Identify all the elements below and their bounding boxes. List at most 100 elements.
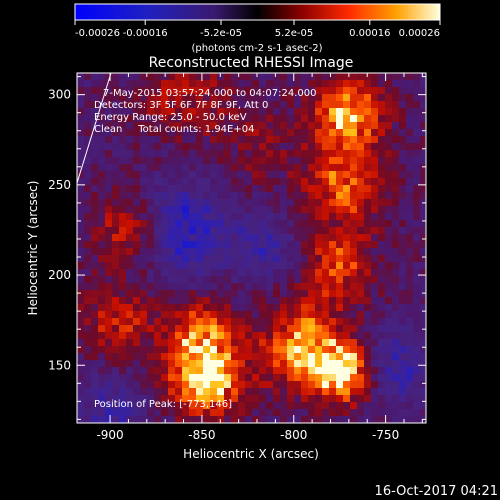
heatmap-cell <box>378 388 386 396</box>
heatmap-cell <box>252 143 260 151</box>
heatmap-cell <box>105 108 113 116</box>
heatmap-cell <box>308 115 316 123</box>
heatmap-cell <box>273 220 281 228</box>
heatmap-cell <box>413 311 421 319</box>
heatmap-cell <box>238 94 246 102</box>
heatmap-cell <box>315 339 323 347</box>
heatmap-cell <box>252 304 260 312</box>
heatmap-cell <box>224 234 232 242</box>
heatmap-cell <box>357 262 365 270</box>
heatmap-cell <box>203 304 211 312</box>
heatmap-cell <box>378 206 386 214</box>
heatmap-cell <box>196 255 204 263</box>
heatmap-cell <box>266 213 274 221</box>
heatmap-cell <box>420 402 426 410</box>
heatmap-cell <box>301 381 309 389</box>
heatmap-cell <box>168 241 176 249</box>
heatmap-cell <box>217 325 225 333</box>
heatmap-cell <box>119 192 127 200</box>
heatmap-cell <box>175 185 183 193</box>
heatmap-cell <box>126 416 134 423</box>
heatmap-cell <box>322 311 330 319</box>
heatmap-cell <box>420 374 426 382</box>
heatmap-cell <box>147 276 155 284</box>
heatmap-cell <box>147 80 155 88</box>
heatmap-cell <box>357 129 365 137</box>
heatmap-cell <box>392 178 400 186</box>
heatmap-cell <box>413 388 421 396</box>
heatmap-cell <box>161 220 169 228</box>
heatmap-cell <box>252 122 260 130</box>
heatmap-cell <box>77 339 85 347</box>
heatmap-cell <box>343 94 351 102</box>
heatmap-cell <box>420 255 426 263</box>
heatmap-cell <box>378 80 386 88</box>
heatmap-cell <box>112 80 120 88</box>
heatmap-cell <box>210 255 218 263</box>
heatmap-cell <box>182 339 190 347</box>
heatmap-cell <box>231 248 239 256</box>
heatmap-cell <box>280 332 288 340</box>
annotation-detectors: Detectors: 3F 5F 6F 7F 8F 9F, Att 0 <box>94 100 268 111</box>
heatmap-cell <box>420 269 426 277</box>
heatmap-cell <box>231 269 239 277</box>
peak-position-label: Position of Peak: [-773,146] <box>94 399 232 410</box>
heatmap-cell <box>364 129 372 137</box>
heatmap-cell <box>273 318 281 326</box>
heatmap-cell <box>210 409 218 417</box>
heatmap-cell <box>399 192 407 200</box>
heatmap-cell <box>196 297 204 305</box>
heatmap-cell <box>112 164 120 172</box>
heatmap-cell <box>119 185 127 193</box>
heatmap-cell <box>126 136 134 144</box>
heatmap-cell <box>98 220 106 228</box>
heatmap-cell <box>406 395 414 403</box>
heatmap-cell <box>168 199 176 207</box>
heatmap-cell <box>245 395 253 403</box>
heatmap-cell <box>168 311 176 319</box>
heatmap-cell <box>315 360 323 368</box>
heatmap-cell <box>357 192 365 200</box>
heatmap-cell <box>84 178 92 186</box>
heatmap-cell <box>378 304 386 312</box>
heatmap-cell <box>413 283 421 291</box>
heatmap-cell <box>280 122 288 130</box>
heatmap-cell <box>364 94 372 102</box>
heatmap-cell <box>224 360 232 368</box>
heatmap-cell <box>406 374 414 382</box>
heatmap-cell <box>406 255 414 263</box>
heatmap-cell <box>105 157 113 165</box>
heatmap-cell <box>112 297 120 305</box>
heatmap-cell <box>175 402 183 410</box>
heatmap-cell <box>259 381 267 389</box>
heatmap-cell <box>91 213 99 221</box>
heatmap-cell <box>91 94 99 102</box>
heatmap-cell <box>357 185 365 193</box>
heatmap-cell <box>77 248 85 256</box>
heatmap-cell <box>280 360 288 368</box>
heatmap-cell <box>77 255 85 263</box>
heatmap-cell <box>301 360 309 368</box>
heatmap-cell <box>273 255 281 263</box>
heatmap-cell <box>182 353 190 361</box>
heatmap-cell <box>210 262 218 270</box>
heatmap-cell <box>343 234 351 242</box>
heatmap-cell <box>133 283 141 291</box>
heatmap-cell <box>252 388 260 396</box>
heatmap-cell <box>308 129 316 137</box>
heatmap-cell <box>154 73 162 81</box>
y-tick-label: 150 <box>48 358 71 372</box>
heatmap-cell <box>371 178 379 186</box>
heatmap-cell <box>322 227 330 235</box>
heatmap-cell <box>392 129 400 137</box>
heatmap-cell <box>420 101 426 109</box>
heatmap-cell <box>98 108 106 116</box>
heatmap-cell <box>420 353 426 361</box>
heatmap-cell <box>301 108 309 116</box>
heatmap-cell <box>371 157 379 165</box>
heatmap-cell <box>161 395 169 403</box>
heatmap-cell <box>196 402 204 410</box>
heatmap-cell <box>112 129 120 137</box>
heatmap-cell <box>91 318 99 326</box>
heatmap-cell <box>154 409 162 417</box>
